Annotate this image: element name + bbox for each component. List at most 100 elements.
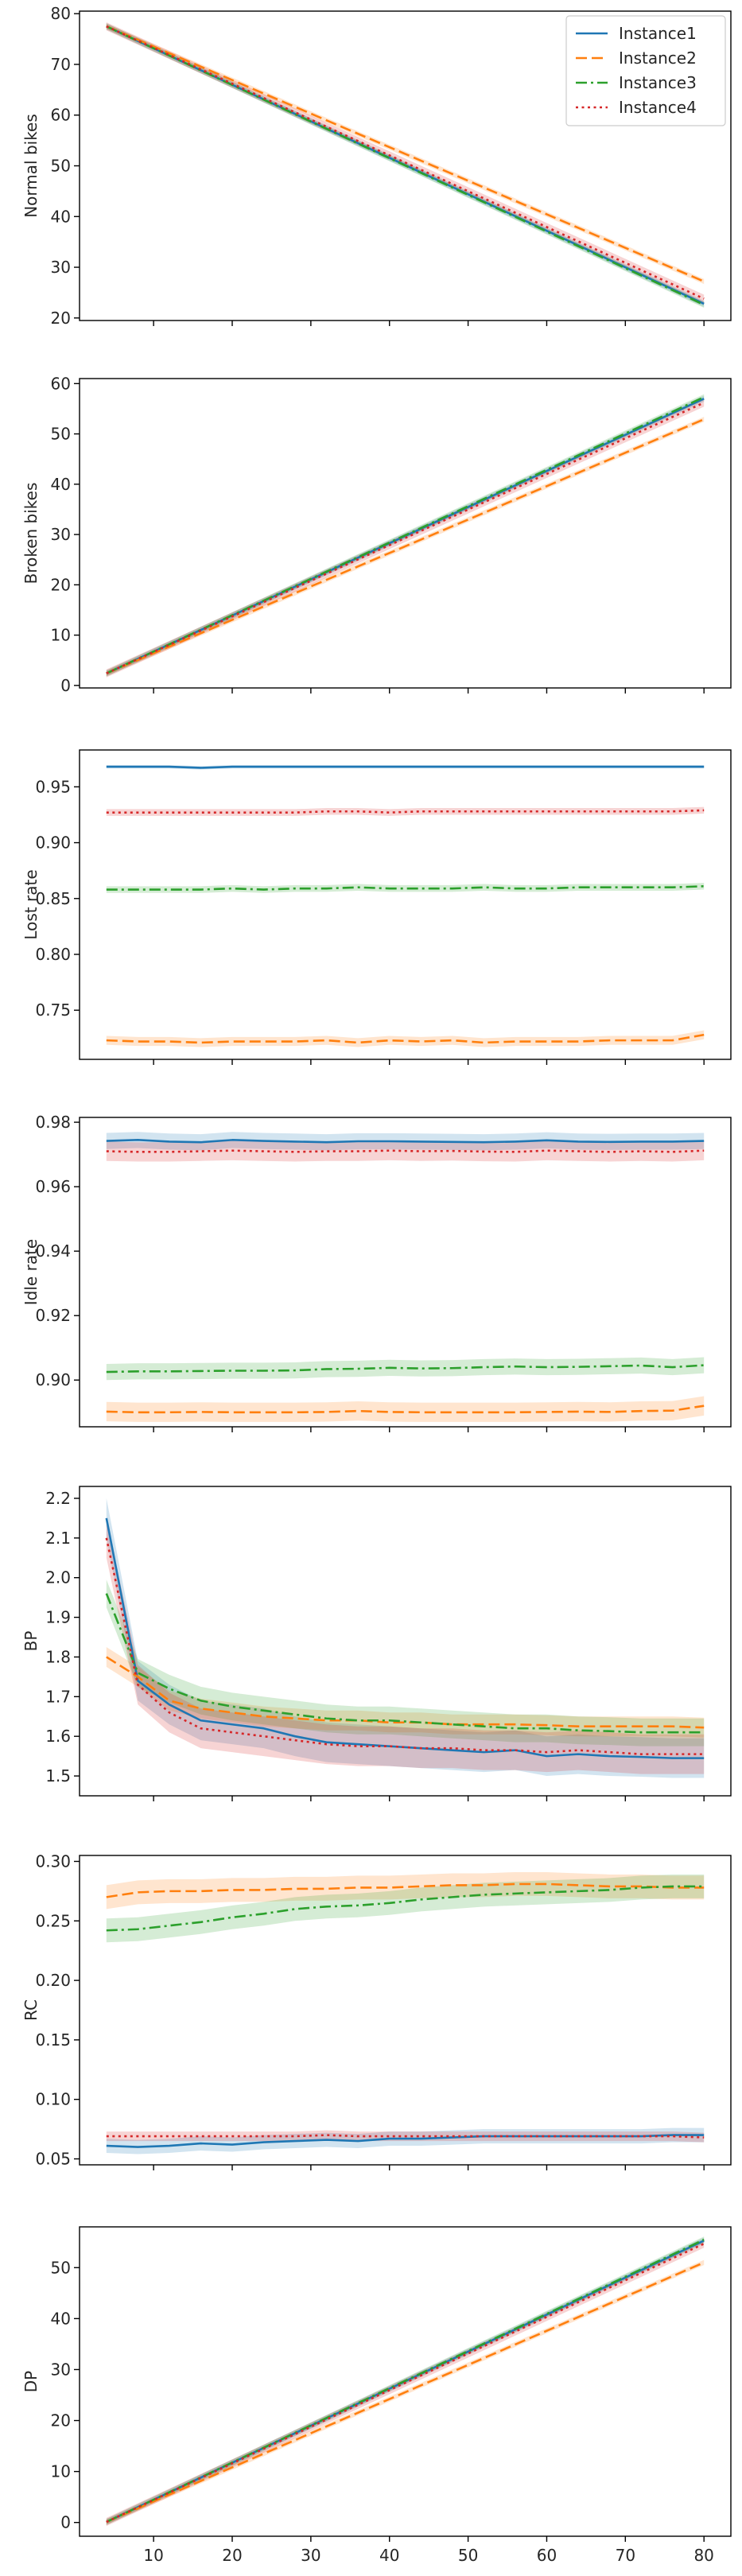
y-tick-label: 1.5 xyxy=(45,1766,71,1785)
plot-area xyxy=(106,2236,705,2527)
x-tick-label: 80 xyxy=(693,2546,713,2565)
line-instance1 xyxy=(105,1517,705,1759)
line-instance2 xyxy=(106,1033,705,1044)
axes-frame xyxy=(79,2226,732,2537)
plot-area xyxy=(105,1498,705,1778)
axes-frame xyxy=(79,1855,732,2166)
line-instance3 xyxy=(106,2238,705,2524)
y-tick-label: 0.80 xyxy=(35,945,71,964)
y-tick-label: 0 xyxy=(60,676,71,695)
y-tick-label: 2.0 xyxy=(45,1568,71,1587)
band-instance2 xyxy=(106,1396,705,1422)
x-tick-label: 10 xyxy=(143,2546,163,2565)
y-tick-label: 20 xyxy=(51,2411,71,2430)
y-tick-label: 30 xyxy=(51,2360,71,2379)
line-instance3 xyxy=(106,25,705,306)
y-tick-label: 50 xyxy=(51,157,71,176)
panel-6: 0.05 0.10 0.15 0.20 0.25 0.30 RC xyxy=(21,1851,732,2170)
y-tick-label: 50 xyxy=(51,425,71,444)
band-instance1 xyxy=(106,1498,705,1778)
line-instance4 xyxy=(106,402,705,674)
band-instance3 xyxy=(106,1874,705,1943)
line-instance4 xyxy=(106,1149,705,1153)
y-tick-label: 30 xyxy=(51,258,71,277)
line-instance1 xyxy=(106,1139,705,1144)
panel-2: 0 10 20 30 40 50 60 Broken bikes xyxy=(21,374,732,695)
line-instance4 xyxy=(106,2242,705,2524)
band-instance3 xyxy=(106,1579,705,1746)
x-tick-label: 20 xyxy=(222,2546,242,2565)
line-instance2 xyxy=(106,1405,705,1414)
panel-5: 1.5 1.6 1.7 1.8 1.9 2.0 2.1 2.2 BP xyxy=(21,1486,732,1801)
line-instance2 xyxy=(106,1656,705,1729)
y-tick-label: 2.1 xyxy=(45,1529,71,1548)
plot-area xyxy=(106,764,705,1047)
plot-area xyxy=(106,22,705,309)
y-tick-label: 60 xyxy=(51,374,71,393)
y-tick-label: 50 xyxy=(51,2258,71,2277)
band-instance2 xyxy=(106,1030,705,1047)
legend-box xyxy=(565,15,726,126)
legend-label-instance4: Instance4 xyxy=(619,98,697,117)
panel-7: 0 10 20 30 40 50 10 20 30 40 50 60 70 80 DP xyxy=(21,2226,732,2565)
y-tick-label: 0.25 xyxy=(35,1911,71,1930)
line-instance4 xyxy=(106,25,705,300)
y-tick-label: 40 xyxy=(51,2309,71,2328)
y-tick-label: 20 xyxy=(51,575,71,594)
y-axis-label: Normal bikes xyxy=(21,114,41,218)
y-tick-label: 0.20 xyxy=(35,1971,71,1990)
band-instance2 xyxy=(106,1871,705,1910)
y-tick-label: 40 xyxy=(51,207,71,226)
x-tick-label: 40 xyxy=(379,2546,399,2565)
y-tick-label: 0.15 xyxy=(35,2030,71,2050)
y-tick-label: 0.95 xyxy=(35,777,71,796)
y-axis-label: Broken bikes xyxy=(21,483,41,585)
y-axis-label: Lost rate xyxy=(21,869,41,939)
line-instance2 xyxy=(106,418,705,674)
line-instance4 xyxy=(106,809,705,814)
y-tick-label: 0.94 xyxy=(35,1241,71,1261)
axes-frame xyxy=(79,1486,732,1797)
legend: Instance1 Instance2 Instance3 Instance4 xyxy=(565,15,726,126)
y-tick-label: 60 xyxy=(51,106,71,125)
y-axis-label: DP xyxy=(21,2371,41,2392)
line-instance2 xyxy=(106,2261,705,2524)
legend-label-instance3: Instance3 xyxy=(619,73,697,92)
y-tick-label: 0.96 xyxy=(35,1177,71,1196)
y-tick-label: 0.98 xyxy=(35,1113,71,1132)
line-instance3 xyxy=(105,1593,705,1734)
y-tick-label: 0.90 xyxy=(35,1370,71,1389)
x-tick-label: 70 xyxy=(616,2546,635,2565)
band-instance1 xyxy=(106,2127,705,2154)
y-tick-label: 0.75 xyxy=(35,1000,71,1020)
line-instance3 xyxy=(106,885,705,891)
line-instance2 xyxy=(106,25,705,283)
y-axis-label: Idle rate xyxy=(21,1239,41,1305)
y-tick-label: 0.05 xyxy=(35,2150,71,2169)
y-tick-label: 40 xyxy=(51,475,71,494)
y-tick-label: 10 xyxy=(51,626,71,645)
line-instance3 xyxy=(106,1364,705,1373)
plot-area xyxy=(106,1132,705,1422)
line-instance1 xyxy=(106,2134,705,2148)
y-tick-label: 1.6 xyxy=(45,1727,71,1746)
y-tick-label: 0.90 xyxy=(35,833,71,853)
panel-3: 0.75 0.80 0.85 0.90 0.95 Lost rate xyxy=(21,749,732,1065)
panel-1: 20 30 40 50 60 70 80 Normal bikes xyxy=(21,4,732,328)
y-tick-label: 1.7 xyxy=(45,1687,71,1706)
y-tick-label: 80 xyxy=(51,4,71,23)
plot-area xyxy=(106,394,705,678)
y-tick-label: 0.10 xyxy=(35,2090,71,2109)
y-tick-label: 10 xyxy=(51,2462,71,2481)
y-tick-label: 30 xyxy=(51,525,71,544)
y-tick-label: 0 xyxy=(60,2513,71,2532)
x-tick-label: 30 xyxy=(301,2546,320,2565)
band-instance3 xyxy=(106,883,705,893)
axes-frame xyxy=(79,749,732,1060)
y-tick-label: 1.8 xyxy=(45,1647,71,1666)
y-axis-label: BP xyxy=(21,1631,41,1652)
line-instance4 xyxy=(106,2134,705,2139)
y-tick-label: 2.2 xyxy=(45,1489,71,1508)
x-tick-label: 50 xyxy=(458,2546,478,2565)
